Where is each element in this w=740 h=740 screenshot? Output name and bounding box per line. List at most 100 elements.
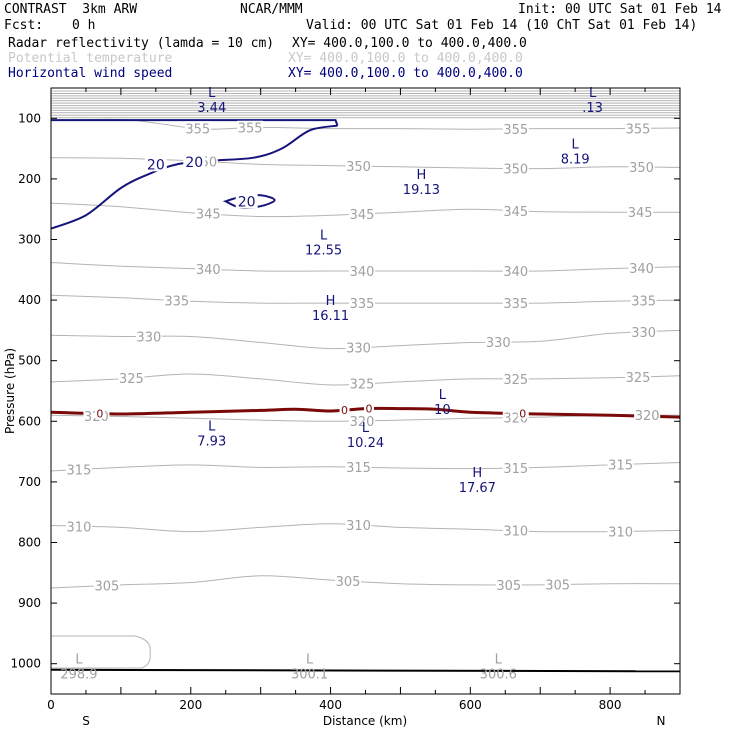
- wind-extremum-value: 10.24: [347, 436, 384, 451]
- theta-label-bg: [93, 578, 120, 592]
- y-tick-label: 100: [18, 111, 41, 125]
- theta-label-bg: [630, 324, 657, 338]
- theta-label-355: 355: [185, 122, 210, 137]
- theta-label-bg: [502, 296, 529, 310]
- theta-extremum-letter: L: [208, 86, 216, 101]
- theta-extremum-value: .13: [582, 101, 603, 116]
- forecast-label: Fcst:: [4, 18, 44, 33]
- theta-label-310: 310: [346, 519, 371, 534]
- theta-label-bg: [628, 260, 655, 274]
- theta-label-bg: [502, 460, 529, 474]
- theta-label-bg: [349, 296, 376, 310]
- theta-extremum-value: 300.6: [480, 668, 517, 683]
- theta-extremum-letter: L: [589, 86, 597, 101]
- theta-label-bg: [135, 329, 162, 343]
- wind-extremum-value: 16.11: [312, 309, 349, 324]
- theta-label-bg: [502, 264, 529, 278]
- theta-label-bg: [630, 293, 657, 307]
- theta-label-320: 320: [635, 409, 660, 424]
- theta-label-325: 325: [119, 372, 144, 387]
- theta-label-335: 335: [631, 295, 656, 310]
- theta-label-bg: [349, 376, 376, 390]
- theta-label-340: 340: [503, 265, 528, 280]
- refl-label-bg: [363, 402, 374, 414]
- reflectivity-label: 0: [365, 403, 372, 416]
- theta-extremum-letter: L: [75, 653, 83, 668]
- x-tick-label: 200: [179, 698, 202, 712]
- wind-extremum-letter: L: [439, 388, 447, 403]
- theta-label-315: 315: [346, 461, 371, 476]
- theta-label-bg: [502, 371, 529, 385]
- forecast-hour: 0 h: [72, 18, 96, 33]
- y-axis-label: Pressure (hPa): [3, 348, 17, 434]
- theta-label-310: 310: [608, 525, 633, 540]
- theta-label-320: 320: [350, 415, 375, 430]
- theta-label-bg: [607, 524, 634, 538]
- wind-contour-top: [51, 119, 339, 126]
- theta-extremum-value: 3.44: [197, 101, 226, 116]
- field-xy-theta: XY= 400.0,100.0 to 400.0,400.0: [288, 51, 523, 66]
- theta-label-bg: [195, 206, 222, 220]
- theta-label-315: 315: [67, 464, 92, 479]
- theta-label-bg: [345, 340, 372, 354]
- wind-extremum-value: 8.19: [561, 153, 590, 168]
- field-name-reflectivity: Radar reflectivity (lamda = 10 cm): [8, 36, 275, 51]
- theta-label-345: 345: [196, 208, 221, 223]
- x-axis-label: Distance (km): [323, 714, 407, 728]
- wind-contour-label: 20: [147, 157, 165, 173]
- theta-label-345: 345: [503, 205, 528, 220]
- wind-contour-label: 20: [238, 194, 256, 210]
- wind-extremum-value: 7.93: [197, 434, 226, 449]
- theta-label-355: 355: [238, 122, 263, 137]
- y-tick-label: 1000: [10, 657, 41, 671]
- theta-extremum-value: 300.1: [291, 668, 328, 683]
- theta-label-bg: [349, 413, 376, 427]
- theta-label-bg: [349, 206, 376, 220]
- field-xy-reflectivity: XY= 400.0,100.0 to 400.0,400.0: [292, 36, 527, 51]
- y-tick-label: 400: [18, 293, 41, 307]
- theta-label-350: 350: [503, 162, 528, 177]
- theta-label-bg: [195, 262, 222, 276]
- theta-label-bg: [544, 577, 571, 591]
- theta-label-335: 335: [350, 297, 375, 312]
- x-tick-label: 800: [599, 698, 622, 712]
- wind-extremum-letter: H: [472, 466, 482, 481]
- theta-label-bg: [345, 159, 372, 173]
- theta-low-contour: [51, 635, 151, 669]
- theta-label-bg: [65, 462, 92, 476]
- top-isentrope-band: [51, 90, 680, 119]
- wind-extremum-value: 19.13: [403, 183, 440, 198]
- theta-extremum-letter: L: [306, 653, 314, 668]
- y-tick-label: 900: [18, 596, 41, 610]
- theta-label-bg: [335, 573, 362, 587]
- theta-label-325: 325: [350, 378, 375, 393]
- field-xy-wind: XY= 400.0,100.0 to 400.0,400.0: [288, 66, 523, 81]
- theta-label-bg: [502, 203, 529, 217]
- wind-contour-label: 20: [185, 155, 203, 171]
- refl-label-bg: [94, 407, 105, 419]
- contour-labels: 3553553553553503503503503453453453453403…: [60, 86, 661, 683]
- wind-label-bg: [183, 153, 206, 169]
- theta-extremum-value: 298.9: [60, 668, 97, 683]
- wind-label-bg: [144, 156, 167, 172]
- field-name-wind: Horizontal wind speed: [8, 66, 173, 81]
- theta-label-345: 345: [628, 206, 653, 221]
- wind-extremum-letter: L: [362, 421, 370, 436]
- theta-label-bg: [502, 161, 529, 175]
- wind-extremum-letter: L: [320, 229, 328, 244]
- theta-label-325: 325: [503, 373, 528, 388]
- theta-label-330: 330: [136, 330, 161, 345]
- wind-extremum-letter: H: [417, 168, 427, 183]
- valid-time: Valid: 00 UTC Sat 01 Feb 14 (10 ChT Sat …: [306, 18, 698, 33]
- theta-extremum-letter: L: [495, 653, 503, 668]
- theta-label-bg: [495, 577, 522, 591]
- theta-label-335: 335: [503, 297, 528, 312]
- x-tick-label: 600: [459, 698, 482, 712]
- y-tick-label: 300: [18, 233, 41, 247]
- theta-label-310: 310: [503, 525, 528, 540]
- theta-label-bg: [625, 369, 652, 383]
- theta-label-bg: [628, 160, 655, 174]
- field-name-theta: Potential temperature: [8, 51, 173, 66]
- wind-extremum-letter: H: [326, 294, 336, 309]
- theta-label-bg: [627, 205, 654, 219]
